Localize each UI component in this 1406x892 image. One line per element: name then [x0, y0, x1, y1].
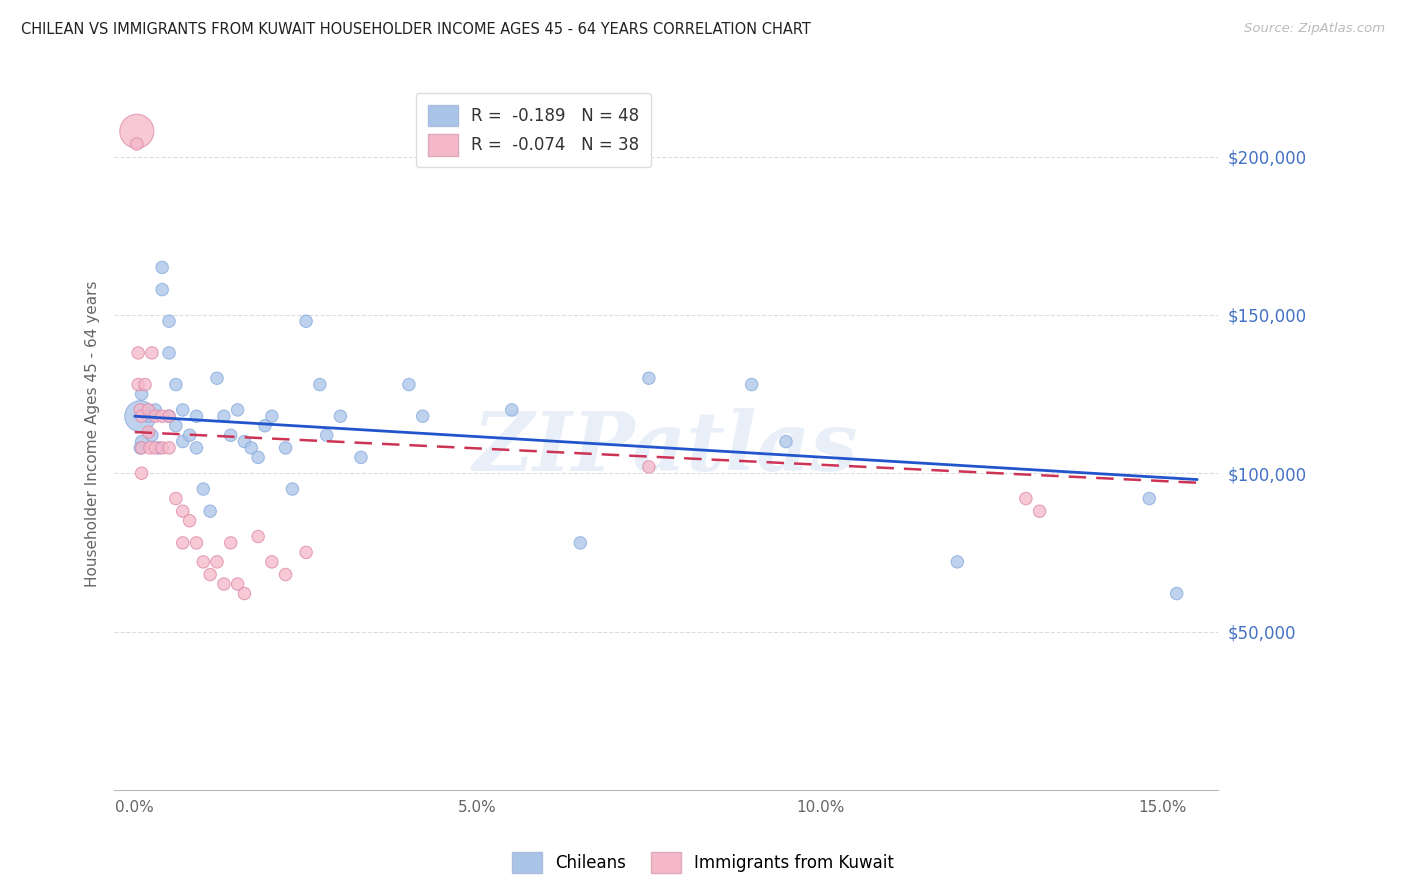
Point — [157, 409, 180, 424]
Text: CHILEAN VS IMMIGRANTS FROM KUWAIT HOUSEHOLDER INCOME AGES 45 - 64 YEARS CORRELAT: CHILEAN VS IMMIGRANTS FROM KUWAIT HOUSEH… — [21, 22, 811, 37]
Legend: Chileans, Immigrants from Kuwait: Chileans, Immigrants from Kuwait — [505, 846, 901, 880]
Point — [569, 536, 592, 550]
Point — [198, 567, 221, 582]
Point — [131, 409, 153, 424]
Point — [143, 441, 166, 455]
Point — [141, 428, 163, 442]
Point — [212, 577, 235, 591]
Point — [412, 409, 434, 424]
Point — [134, 377, 156, 392]
Point — [172, 434, 194, 449]
Legend: R =  -0.189   N = 48, R =  -0.074   N = 38: R = -0.189 N = 48, R = -0.074 N = 38 — [416, 93, 651, 168]
Point — [150, 441, 173, 455]
Point — [637, 459, 659, 474]
Point — [775, 434, 797, 449]
Point — [281, 482, 304, 496]
Point — [233, 586, 256, 600]
Point — [501, 403, 523, 417]
Point — [157, 346, 180, 360]
Point — [143, 403, 166, 417]
Point — [179, 514, 201, 528]
Point — [138, 403, 160, 417]
Point — [198, 504, 221, 518]
Point — [260, 409, 283, 424]
Point — [1137, 491, 1160, 506]
Point — [139, 441, 162, 455]
Point — [165, 491, 187, 506]
Point — [1015, 491, 1038, 506]
Point — [741, 377, 763, 392]
Point — [127, 346, 149, 360]
Point — [141, 346, 163, 360]
Point — [219, 428, 242, 442]
Text: Source: ZipAtlas.com: Source: ZipAtlas.com — [1244, 22, 1385, 36]
Point — [131, 467, 153, 481]
Point — [138, 425, 160, 439]
Point — [129, 441, 152, 455]
Point — [131, 387, 153, 401]
Point — [946, 555, 969, 569]
Point — [157, 441, 180, 455]
Point — [1028, 504, 1050, 518]
Point — [172, 536, 194, 550]
Point — [193, 555, 215, 569]
Point — [186, 441, 208, 455]
Point — [165, 418, 187, 433]
Point — [295, 314, 318, 328]
Point — [637, 371, 659, 385]
Point — [179, 428, 201, 442]
Point — [329, 409, 352, 424]
Point — [219, 536, 242, 550]
Point — [226, 403, 249, 417]
Point — [274, 567, 297, 582]
Point — [1166, 586, 1188, 600]
Point — [247, 450, 270, 465]
Point — [186, 409, 208, 424]
Point — [186, 536, 208, 550]
Point — [233, 434, 256, 449]
Point — [205, 371, 228, 385]
Point — [131, 434, 153, 449]
Point — [253, 418, 276, 433]
Point — [150, 283, 173, 297]
Point — [260, 555, 283, 569]
Point — [131, 441, 153, 455]
Point — [240, 441, 263, 455]
Point — [398, 377, 420, 392]
Point — [148, 441, 170, 455]
Text: ZIPatlas: ZIPatlas — [474, 408, 859, 488]
Point — [150, 260, 173, 275]
Point — [193, 482, 215, 496]
Point — [143, 409, 166, 424]
Point — [125, 136, 148, 151]
Point — [172, 504, 194, 518]
Point — [205, 555, 228, 569]
Point — [274, 441, 297, 455]
Point — [157, 409, 180, 424]
Point — [138, 409, 160, 424]
Point — [157, 314, 180, 328]
Point — [315, 428, 337, 442]
Point — [172, 403, 194, 417]
Point — [212, 409, 235, 424]
Y-axis label: Householder Income Ages 45 - 64 years: Householder Income Ages 45 - 64 years — [86, 280, 100, 587]
Point — [247, 530, 270, 544]
Point — [226, 577, 249, 591]
Point — [350, 450, 373, 465]
Point — [125, 124, 148, 138]
Point — [129, 409, 152, 424]
Point — [308, 377, 330, 392]
Point — [165, 377, 187, 392]
Point — [129, 403, 152, 417]
Point — [150, 409, 173, 424]
Point — [127, 377, 149, 392]
Point — [295, 545, 318, 559]
